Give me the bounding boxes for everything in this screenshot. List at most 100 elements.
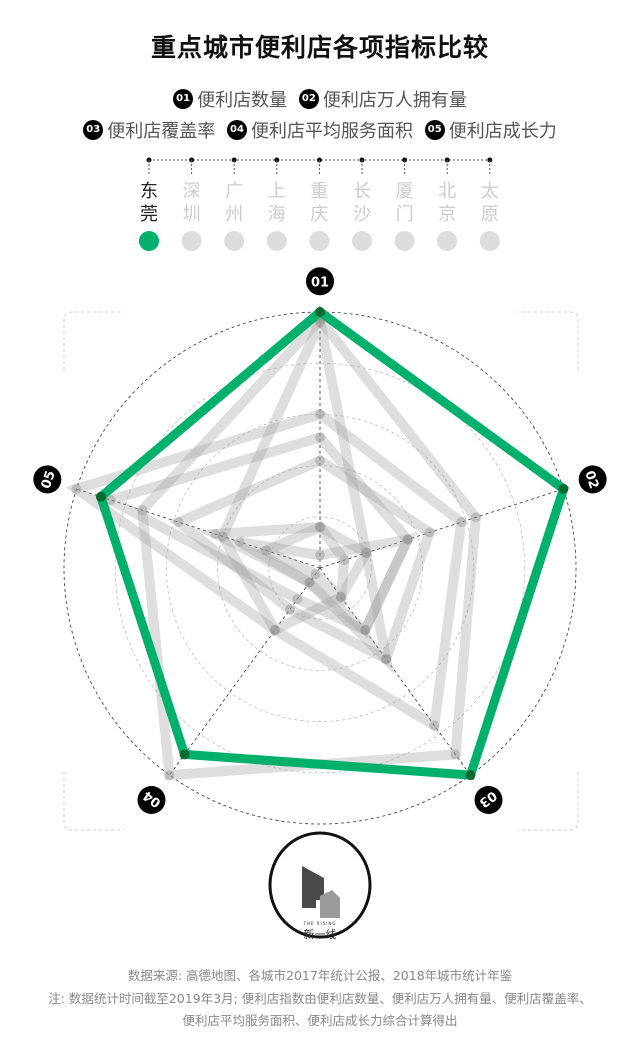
city-radio[interactable] xyxy=(224,231,245,251)
grid-ring xyxy=(268,516,372,620)
data-point xyxy=(315,522,325,533)
data-point xyxy=(558,483,569,494)
data-point xyxy=(315,455,325,466)
city-radio[interactable] xyxy=(479,231,500,251)
data-point xyxy=(261,545,272,556)
city-radio[interactable] xyxy=(394,231,415,251)
city-option-长沙[interactable]: 长沙 xyxy=(352,157,372,252)
legend-item: 03 便利店覆盖率 xyxy=(83,117,215,143)
city-radio[interactable] xyxy=(309,231,330,251)
legend-badge: 03 xyxy=(83,119,104,140)
city-option-上海[interactable]: 上海 xyxy=(266,157,287,252)
radar-chart: 01 02 03 04 05 xyxy=(33,267,607,831)
city-name-line-1: 深 xyxy=(183,181,201,202)
data-point xyxy=(361,547,372,558)
series-太原 xyxy=(254,520,350,608)
city-name-line-2: 京 xyxy=(438,204,456,225)
data-point xyxy=(381,654,392,665)
legend-badge: 04 xyxy=(227,119,247,140)
legend-item: 05 便利店成长力 xyxy=(424,117,557,143)
axis-badge xyxy=(474,785,503,814)
data-point xyxy=(470,512,481,523)
logo-building-light xyxy=(320,890,340,918)
footnote-line-2: 便利店平均服务面积、便利店成长力综合计算得出 xyxy=(182,1013,458,1028)
data-point xyxy=(339,555,350,566)
legend-label: 便利店万人拥有量 xyxy=(322,89,467,111)
footnote-line-1: 注: 数据统计时间截至2019年3月; 便利店指数由便利店数量、便利店万人拥有量… xyxy=(48,991,592,1006)
city-name-line-2: 州 xyxy=(225,204,243,225)
legend-badge: 05 xyxy=(424,119,445,140)
series-东莞 xyxy=(95,306,569,780)
city-option-北京[interactable]: 北京 xyxy=(437,157,458,252)
axis-line xyxy=(169,567,321,776)
axis-label-05: 05 xyxy=(33,465,62,494)
data-point xyxy=(315,409,325,420)
data-point xyxy=(173,517,184,528)
data-point xyxy=(164,770,175,781)
data-point xyxy=(179,749,190,760)
series-北京 xyxy=(237,532,417,639)
legend-row-2: 03 便利店覆盖率 04 便利店平均服务面积 05 便利店成长力 xyxy=(0,116,640,143)
city-name-line-2: 沙 xyxy=(353,204,371,225)
data-point xyxy=(105,494,116,505)
series-上海 xyxy=(169,454,436,667)
legend-item: 04 便利店平均服务面积 xyxy=(227,117,413,143)
frame-corner xyxy=(518,311,579,370)
city-option-广州[interactable]: 广州 xyxy=(224,157,245,252)
legend-label: 便利店覆盖率 xyxy=(107,120,216,142)
city-radio[interactable] xyxy=(181,231,202,251)
axis-badge xyxy=(137,785,166,814)
city-option-太原[interactable]: 太原 xyxy=(479,157,500,252)
data-point xyxy=(284,604,295,615)
axis-badge xyxy=(578,465,607,494)
data-point xyxy=(381,654,392,665)
data-point xyxy=(424,527,435,538)
axis-label-02: 02 xyxy=(578,465,607,494)
axis-line xyxy=(319,488,564,569)
data-point xyxy=(137,505,148,516)
data-point xyxy=(269,625,280,636)
axis-badge xyxy=(306,267,334,296)
city-option-重庆[interactable]: 重庆 xyxy=(309,157,330,252)
data-point xyxy=(361,547,372,558)
city-radio[interactable] xyxy=(437,231,458,251)
series-长沙 xyxy=(197,521,395,675)
data-point xyxy=(269,625,280,636)
axis-line xyxy=(76,488,321,569)
city-radio[interactable] xyxy=(266,231,287,251)
city-name-line-2: 海 xyxy=(268,204,286,225)
legend-badge: 01 xyxy=(173,88,194,109)
legend-row-1: 01 便利店数量 02 便利店万人拥有量 xyxy=(0,85,640,112)
data-point xyxy=(336,591,347,602)
axis-label-text: 05 xyxy=(39,469,59,491)
axis-badge xyxy=(33,465,62,494)
city-name-line-2: 原 xyxy=(481,204,499,225)
city-option-深圳[interactable]: 深圳 xyxy=(181,157,202,252)
data-point xyxy=(304,577,315,588)
data-point xyxy=(315,522,325,533)
city-name-line-2: 圳 xyxy=(183,204,201,225)
data-point xyxy=(292,594,303,605)
legend-item: 01 便利店数量 xyxy=(173,86,287,112)
data-point xyxy=(360,625,371,636)
data-point xyxy=(315,432,325,443)
page-title: 重点城市便利店各项指标比较 xyxy=(150,33,489,62)
axis-label-text: 01 xyxy=(311,275,329,290)
logo-brand-en: THE RISING xyxy=(303,921,337,926)
grid-ring xyxy=(165,413,475,723)
city-option-厦门[interactable]: 厦门 xyxy=(394,157,415,252)
city-radio[interactable] xyxy=(139,231,159,251)
data-source: 数据来源: 高德地图、各城市2017年统计公报、2018年城市统计年鉴 xyxy=(127,968,513,983)
axis-label-04: 04 xyxy=(137,785,166,814)
city-name-line-2: 门 xyxy=(396,204,414,225)
data-point xyxy=(95,491,106,502)
axis-label-03: 03 xyxy=(474,785,503,814)
city-name-line-1: 长 xyxy=(353,181,371,202)
city-option-东莞[interactable]: 东莞 xyxy=(139,157,159,252)
city-radio[interactable] xyxy=(352,231,372,251)
axis-label-text: 02 xyxy=(581,469,601,491)
city-name-line-1: 重 xyxy=(310,181,328,202)
data-point xyxy=(402,534,413,545)
frame-corner xyxy=(63,772,124,831)
